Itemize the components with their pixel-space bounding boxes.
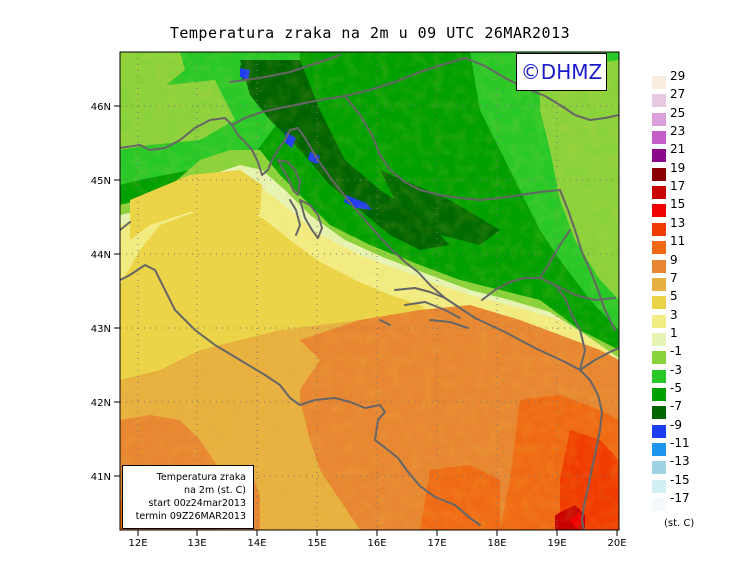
legend-swatch	[652, 131, 666, 145]
legend-label: 21	[670, 142, 686, 157]
legend-label: 5	[670, 289, 678, 304]
legend-swatch	[652, 149, 666, 163]
legend-label: 13	[670, 215, 686, 230]
legend-swatch	[652, 406, 666, 420]
legend-label: -11	[670, 436, 690, 450]
legend-label: -13	[670, 454, 690, 469]
legend-swatch	[652, 387, 666, 401]
temperature-field	[120, 52, 619, 530]
legend-label: -1	[670, 344, 682, 359]
map-title: Temperatura zraka na 2m u 09 UTC 26MAR20…	[169, 24, 571, 42]
lat-tick-label: 44N	[91, 250, 111, 261]
axis-ticks	[114, 105, 618, 536]
legend-swatch	[652, 94, 666, 108]
lon-tick-label: 15E	[307, 538, 326, 549]
legend-label: -17	[670, 491, 690, 506]
legend-swatch	[652, 369, 666, 383]
lon-tick-label: 14E	[247, 538, 266, 549]
lon-tick-label: 12E	[128, 538, 147, 549]
legend-swatch	[652, 222, 666, 236]
info-line: na 2m (st. C)	[184, 485, 246, 496]
legend-label: -9	[670, 417, 682, 432]
legend-label: 15	[670, 197, 686, 212]
run-info-box: Temperatura zraka na 2m (st. C) start 00…	[122, 465, 254, 529]
longitude-labels: 12E 13E 14E 15E 16E 17E 18E 19E 20E	[128, 538, 626, 549]
legend-swatch	[652, 241, 666, 255]
legend-label: -7	[670, 399, 682, 414]
lon-tick-label: 16E	[367, 538, 386, 549]
legend-swatch	[652, 296, 666, 310]
lat-tick-label: 42N	[91, 398, 111, 409]
legend-swatch	[652, 498, 666, 512]
dhmz-logo: ©DHMZ	[516, 53, 607, 91]
legend-label: 19	[670, 160, 686, 175]
legend-swatch	[652, 112, 666, 126]
legend-swatch	[652, 443, 666, 456]
legend-label: -3	[670, 362, 682, 377]
legend-label: 9	[670, 252, 678, 267]
legend-swatch	[652, 479, 666, 493]
legend-label: 7	[670, 270, 678, 285]
legend-label: 27	[670, 87, 686, 102]
legend-swatch	[652, 76, 666, 89]
lat-tick-label: 46N	[91, 102, 111, 113]
info-line: start 00z24mar2013	[148, 498, 246, 509]
legend-swatch	[652, 314, 666, 328]
legend-unit: (st. C)	[664, 518, 695, 529]
legend-swatch	[652, 461, 666, 475]
legend-label: 25	[670, 105, 686, 120]
legend-swatch	[652, 186, 666, 200]
map-frame	[119, 51, 620, 531]
legend-swatch	[652, 351, 666, 365]
legend-label: -5	[670, 380, 682, 395]
legend-swatch	[652, 204, 666, 218]
lon-tick-label: 17E	[427, 538, 446, 549]
lon-tick-label: 19E	[547, 538, 566, 549]
legend-label: 11	[670, 234, 686, 249]
legend-swatch	[652, 167, 666, 181]
lat-tick-label: 45N	[91, 176, 111, 187]
lon-tick-label: 18E	[487, 538, 506, 549]
lat-tick-label: 43N	[91, 324, 111, 335]
info-line: Temperatura zraka	[156, 472, 246, 483]
legend-swatch	[652, 259, 666, 273]
legend-label: 17	[670, 179, 686, 194]
legend-label: 1	[670, 325, 678, 340]
lon-tick-label: 20E	[607, 538, 626, 549]
legend-label: 29	[670, 69, 686, 83]
legend-swatch	[652, 277, 666, 291]
legend-label: 3	[670, 307, 678, 322]
legend-label: 23	[670, 124, 686, 139]
legend-swatch	[652, 332, 666, 346]
lat-tick-label: 41N	[91, 472, 111, 483]
legend-swatch	[652, 424, 666, 438]
lon-tick-label: 13E	[187, 538, 206, 549]
info-line: termin 09Z26MAR2013	[135, 511, 246, 522]
legend-label: -15	[670, 472, 690, 487]
latitude-labels: 46N 45N 44N 43N 42N 41N	[91, 102, 111, 483]
coastline-borders	[120, 54, 619, 530]
